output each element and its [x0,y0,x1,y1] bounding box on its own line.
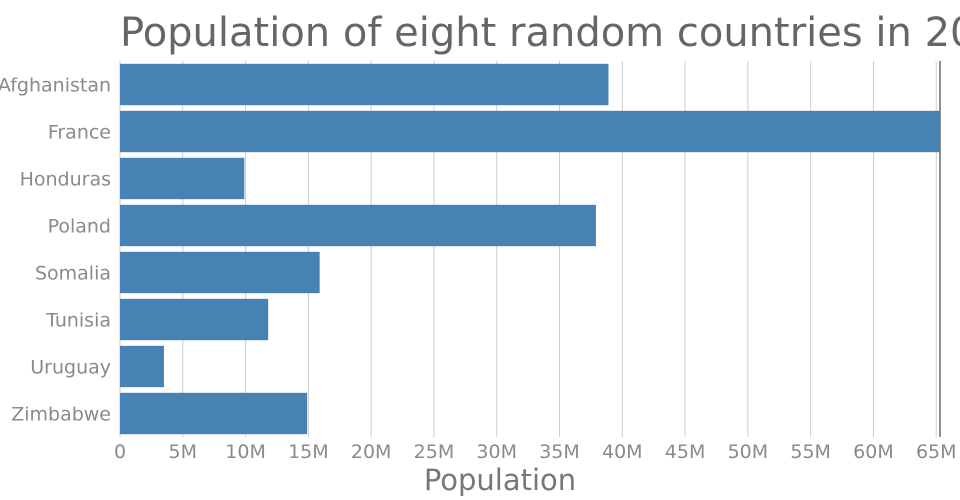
bar [120,392,308,435]
category-label: Afghanistan [0,75,111,97]
x-tick-labels: 0 5M 10M 15M 20M 25M 30M 35M 40M 45M 50M 55M 60M 65M [114,441,957,463]
bar [120,251,320,294]
x-tick-label: 0 [114,441,126,463]
x-tick-label: 10M [225,441,266,463]
chart-title: Population of eight random countries in … [120,10,960,56]
category-labels: Afghanistan France Honduras Poland Somalia Tu… [0,75,111,426]
x-tick-label: 40M [602,441,643,463]
x-tick-label: 5M [169,441,197,463]
x-tick-label: 50M [728,441,769,463]
x-axis-label: Population [424,463,576,497]
x-tick-label: 65M [916,441,957,463]
category-label: Poland [48,216,111,238]
x-tick-label: 20M [351,441,392,463]
category-label: France [48,122,111,144]
category-label: Zimbabwe [11,404,111,426]
category-label: Somalia [35,263,111,285]
bars [120,63,940,435]
x-tick-label: 15M [288,441,329,463]
category-label: Tunisia [45,310,111,332]
x-tick-label: 55M [790,441,831,463]
bar [120,157,245,200]
bar [120,298,269,341]
bar [120,63,609,106]
bar [120,110,940,153]
bar [120,345,164,388]
category-label: Uruguay [30,357,111,379]
x-tick-label: 45M [665,441,706,463]
x-tick-label: 25M [414,441,455,463]
x-tick-label: 60M [853,441,894,463]
x-tick-label: 35M [539,441,580,463]
category-label: Honduras [20,169,111,191]
x-tick-label: 30M [476,441,517,463]
bar [120,204,596,247]
